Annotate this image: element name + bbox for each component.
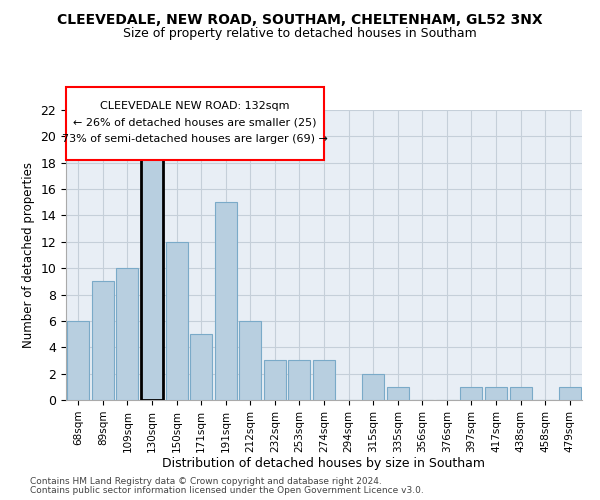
Text: CLEEVEDALE, NEW ROAD, SOUTHAM, CHELTENHAM, GL52 3NX: CLEEVEDALE, NEW ROAD, SOUTHAM, CHELTENHA…: [57, 12, 543, 26]
Bar: [116, 268, 139, 400]
Bar: [289, 360, 310, 400]
Bar: [92, 282, 114, 400]
Text: Contains public sector information licensed under the Open Government Licence v3: Contains public sector information licen…: [30, 486, 424, 495]
Bar: [559, 387, 581, 400]
Text: Distribution of detached houses by size in Southam: Distribution of detached houses by size …: [163, 458, 485, 470]
Bar: [313, 360, 335, 400]
Bar: [215, 202, 237, 400]
Bar: [239, 321, 262, 400]
Y-axis label: Number of detached properties: Number of detached properties: [22, 162, 35, 348]
Text: Contains HM Land Registry data © Crown copyright and database right 2024.: Contains HM Land Registry data © Crown c…: [30, 477, 382, 486]
Text: 73% of semi-detached houses are larger (69) →: 73% of semi-detached houses are larger (…: [62, 134, 328, 144]
Bar: [67, 321, 89, 400]
Bar: [166, 242, 188, 400]
Text: Size of property relative to detached houses in Southam: Size of property relative to detached ho…: [123, 28, 477, 40]
Bar: [362, 374, 384, 400]
Bar: [190, 334, 212, 400]
Bar: [485, 387, 507, 400]
Bar: [460, 387, 482, 400]
Bar: [141, 150, 163, 400]
Text: ← 26% of detached houses are smaller (25): ← 26% of detached houses are smaller (25…: [73, 118, 317, 128]
Bar: [509, 387, 532, 400]
Text: CLEEVEDALE NEW ROAD: 132sqm: CLEEVEDALE NEW ROAD: 132sqm: [100, 101, 290, 111]
Bar: [386, 387, 409, 400]
Bar: [264, 360, 286, 400]
